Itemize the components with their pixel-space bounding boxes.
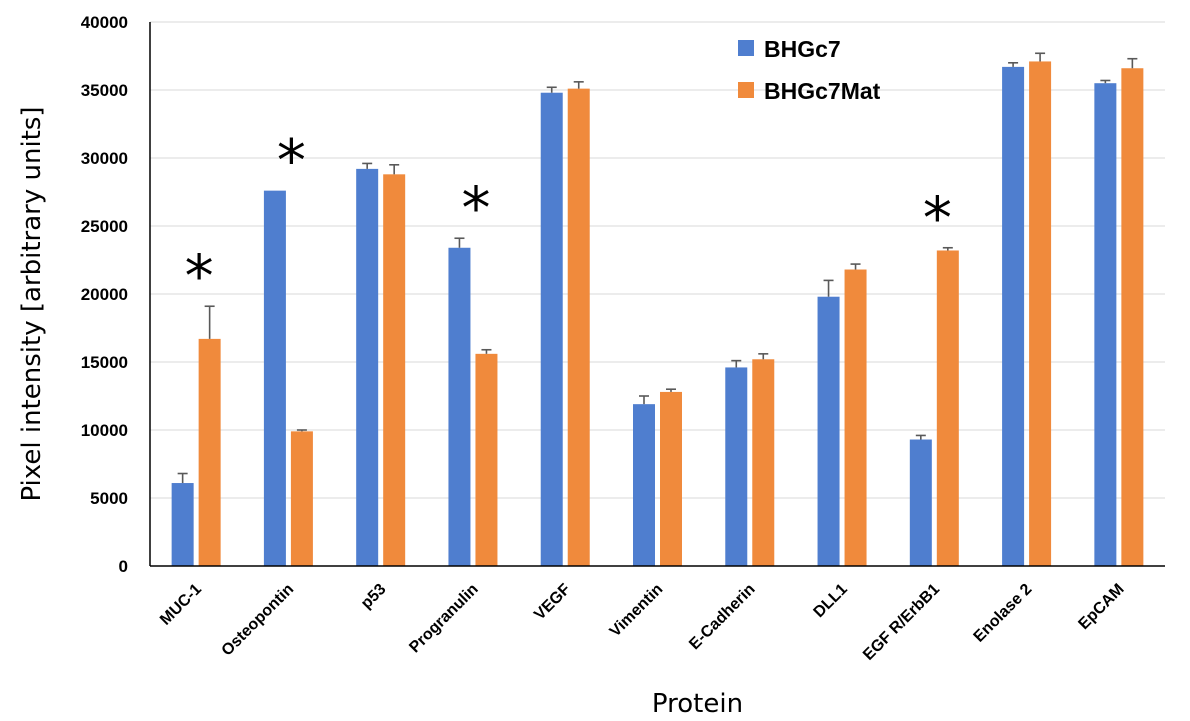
y-tick-label: 40000 (81, 13, 128, 32)
bar-bhgc7mat (752, 359, 775, 566)
y-tick-label: 25000 (81, 217, 128, 236)
significance-asterisk: * (185, 242, 214, 310)
bar-bhgc7mat (660, 391, 682, 566)
bar-bhgc7 (725, 367, 748, 566)
bar-bhgc7mat (290, 431, 313, 566)
bar-bhgc7 (263, 190, 286, 566)
legend-label: BHGc7Mat (764, 78, 881, 104)
significance-asterisk: * (923, 184, 952, 252)
y-tick-label: 20000 (81, 285, 128, 304)
bar-bhgc7 (356, 168, 379, 566)
x-tick-label: EGF R/ErbB1 (860, 581, 943, 664)
bar-bhgc7mat (1121, 68, 1144, 567)
x-tick-label: Vimentin (607, 581, 667, 641)
y-tick-label: 35000 (81, 81, 128, 100)
bar-bhgc7 (1094, 83, 1117, 566)
x-tick-label: DLL1 (811, 581, 851, 621)
y-tick-label: 0 (119, 557, 128, 576)
x-tick-label: VEGF (531, 581, 574, 624)
bar-bhgc7mat (198, 338, 221, 566)
bars (171, 52, 1144, 567)
significance-asterisk: * (461, 174, 490, 242)
legend: BHGc7 BHGc7Mat (738, 36, 881, 104)
bar-bhgc7mat (936, 250, 959, 567)
x-tick-label: MUC-1 (157, 581, 205, 629)
legend-swatch (738, 82, 754, 98)
x-tick-label: Progranulin (406, 581, 482, 657)
y-tick-label: 15000 (81, 353, 128, 372)
y-tick-label: 5000 (90, 489, 128, 508)
bar-bhgc7mat (475, 353, 498, 566)
bar-bhgc7mat (1029, 61, 1052, 566)
legend-swatch (738, 40, 754, 56)
x-axis-title: Protein (652, 689, 743, 719)
x-tick-label: Osteopontin (219, 581, 298, 660)
x-tick-label: Enolase 2 (971, 581, 1036, 646)
bar-bhgc7 (1002, 66, 1025, 566)
bar-bhgc7mat (567, 88, 590, 566)
bar-bhgc7 (633, 404, 655, 566)
y-tick-label: 10000 (81, 421, 128, 440)
legend-label: BHGc7 (764, 36, 841, 62)
gridlines (150, 21, 1165, 499)
bar-bhgc7 (171, 483, 194, 566)
y-tick-label: 30000 (81, 149, 128, 168)
x-tick-label: p53 (358, 581, 390, 613)
bar-bhgc7 (909, 439, 932, 566)
bar-bhgc7mat (383, 174, 406, 566)
x-tick-label: E-Cadherin (686, 581, 758, 653)
axes (149, 22, 1165, 567)
bar-bhgc7mat (844, 269, 867, 566)
bar-bhgc7 (817, 296, 840, 566)
y-axis-title: Pixel intensity [arbitrary units] (17, 106, 47, 501)
x-tick-label: EpCAM (1075, 581, 1127, 633)
bar-bhgc7 (448, 247, 471, 566)
bar-bhgc7 (540, 92, 563, 566)
significance-asterisk: * (277, 127, 306, 195)
